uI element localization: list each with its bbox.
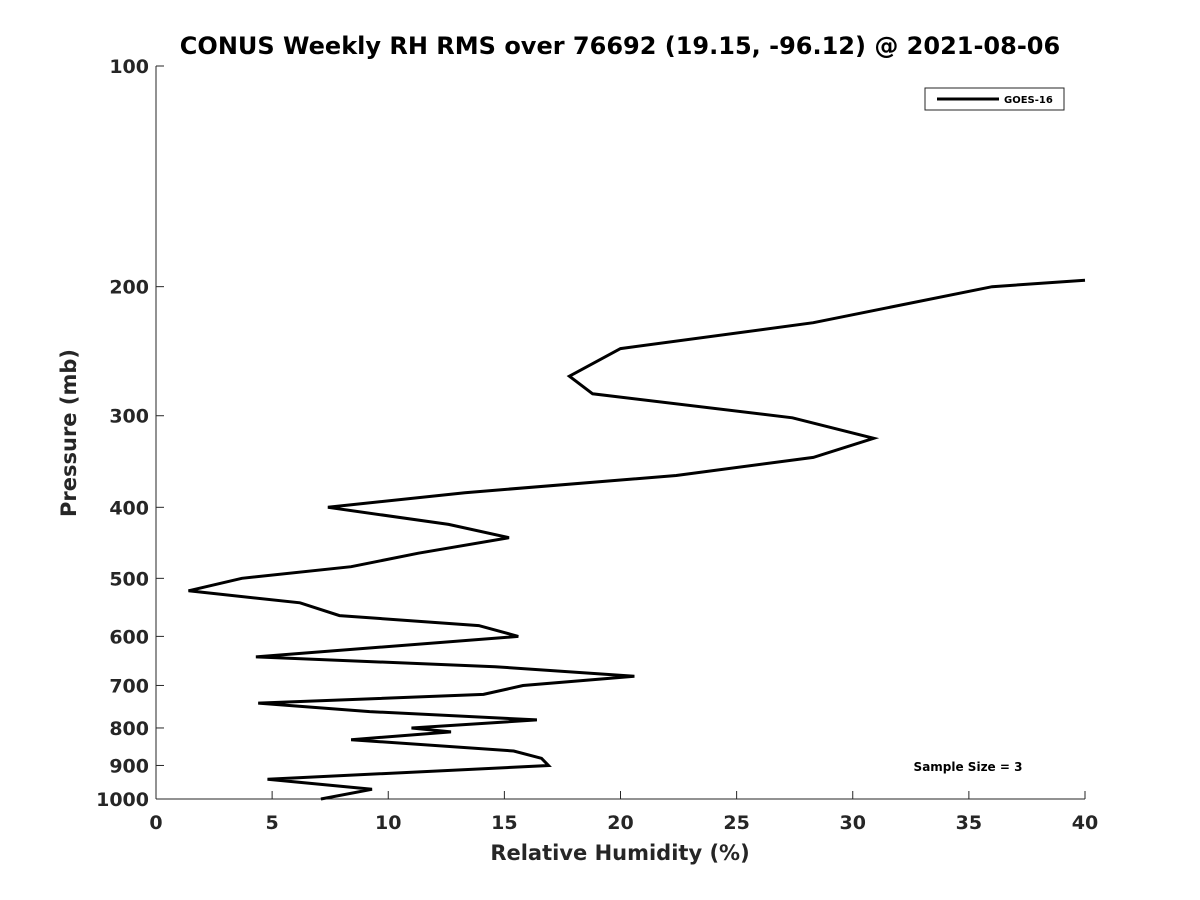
x-tick-label: 30	[840, 812, 866, 834]
y-tick-label: 400	[109, 497, 149, 519]
y-tick-label: 500	[109, 568, 149, 590]
y-tick-label: 900	[109, 755, 149, 777]
x-tick-label: 15	[491, 812, 517, 834]
x-tick-label: 10	[375, 812, 401, 834]
y-tick-label: 200	[109, 277, 149, 299]
legend: GOES-16	[924, 87, 1065, 111]
legend-label: GOES-16	[1004, 95, 1053, 106]
x-axis-ticks: 0 5 10 15 20 25 30 35 40	[149, 791, 1098, 834]
y-tick-label: 1000	[96, 789, 149, 811]
y-tick-label: 300	[109, 406, 149, 428]
x-tick-label: 20	[607, 812, 633, 834]
x-tick-label: 40	[1072, 812, 1098, 834]
x-axis-label: Relative Humidity (%)	[490, 841, 749, 865]
y-tick-label: 600	[109, 626, 149, 648]
x-tick-label: 5	[266, 812, 279, 834]
y-tick-label: 100	[109, 56, 149, 78]
y-axis-label: Pressure (mb)	[57, 349, 81, 517]
y-axis-ticks: 100 200 300 400 500 600 700 800 900 1000	[96, 56, 164, 811]
y-tick-label: 700	[109, 675, 149, 697]
sample-size-annotation: Sample Size = 3	[914, 760, 1023, 774]
chart-title: CONUS Weekly RH RMS over 76692 (19.15, -…	[180, 32, 1060, 60]
x-tick-label: 0	[149, 812, 162, 834]
series-line-goes16	[188, 278, 1086, 801]
x-tick-label: 35	[956, 812, 982, 834]
y-tick-label: 800	[109, 718, 149, 740]
x-tick-label: 25	[723, 812, 749, 834]
